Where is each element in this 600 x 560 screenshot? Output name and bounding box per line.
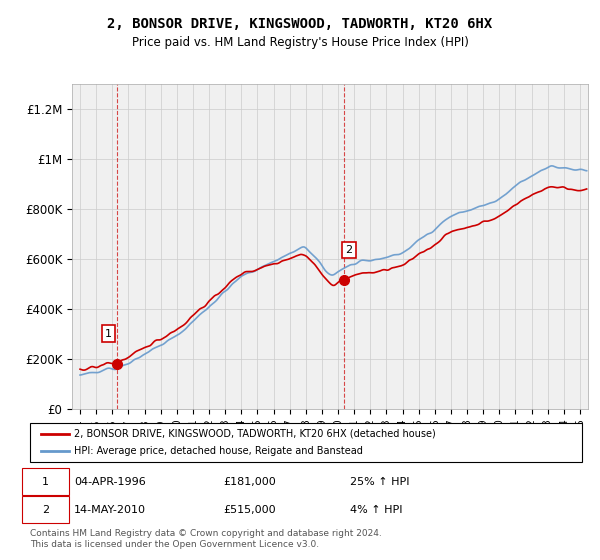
- Text: Contains HM Land Registry data © Crown copyright and database right 2024.
This d: Contains HM Land Registry data © Crown c…: [30, 529, 382, 549]
- Text: 25% ↑ HPI: 25% ↑ HPI: [350, 477, 410, 487]
- Text: £515,000: £515,000: [223, 505, 276, 515]
- Text: 1: 1: [42, 477, 49, 487]
- Text: 2: 2: [346, 245, 352, 255]
- FancyBboxPatch shape: [22, 468, 68, 495]
- Text: HPI: Average price, detached house, Reigate and Banstead: HPI: Average price, detached house, Reig…: [74, 446, 363, 456]
- Text: 04-APR-1996: 04-APR-1996: [74, 477, 146, 487]
- Text: 2, BONSOR DRIVE, KINGSWOOD, TADWORTH, KT20 6HX: 2, BONSOR DRIVE, KINGSWOOD, TADWORTH, KT…: [107, 17, 493, 31]
- Text: 4% ↑ HPI: 4% ↑ HPI: [350, 505, 403, 515]
- Text: 2, BONSOR DRIVE, KINGSWOOD, TADWORTH, KT20 6HX (detached house): 2, BONSOR DRIVE, KINGSWOOD, TADWORTH, KT…: [74, 429, 436, 439]
- Text: Price paid vs. HM Land Registry's House Price Index (HPI): Price paid vs. HM Land Registry's House …: [131, 36, 469, 49]
- FancyBboxPatch shape: [22, 496, 68, 523]
- Text: 2: 2: [42, 505, 49, 515]
- FancyBboxPatch shape: [30, 423, 582, 462]
- Text: 14-MAY-2010: 14-MAY-2010: [74, 505, 146, 515]
- Text: 1: 1: [105, 329, 112, 339]
- Text: £181,000: £181,000: [223, 477, 276, 487]
